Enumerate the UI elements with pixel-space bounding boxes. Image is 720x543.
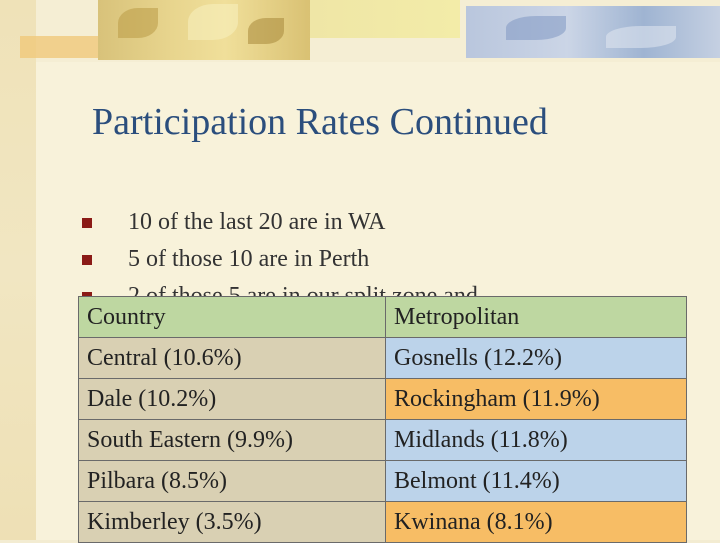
bullet-item: 10 of the last 20 are in WA bbox=[80, 205, 502, 242]
country-cell: Central (10.6%) bbox=[78, 337, 386, 379]
leaf-decoration bbox=[506, 16, 566, 40]
leaf-decoration bbox=[188, 4, 238, 40]
slide-left-margin bbox=[0, 0, 36, 540]
table-row: Central (10.6%) Gosnells (12.2%) bbox=[78, 337, 687, 379]
bullet-text: 5 of those 10 are in Perth bbox=[128, 246, 370, 272]
banner-leaf-strip bbox=[98, 0, 310, 60]
metropolitan-cell: Belmont (11.4%) bbox=[385, 460, 687, 502]
table-header-metropolitan: Metropolitan bbox=[385, 296, 687, 338]
country-cell: Kimberley (3.5%) bbox=[78, 501, 386, 543]
square-bullet-icon bbox=[82, 255, 92, 265]
country-cell: Dale (10.2%) bbox=[78, 378, 386, 420]
bullet-item: 5 of those 10 are in Perth bbox=[80, 242, 502, 279]
table-row: South Eastern (9.9%) Midlands (11.8%) bbox=[78, 419, 687, 461]
country-cell: Pilbara (8.5%) bbox=[78, 460, 386, 502]
metropolitan-cell: Gosnells (12.2%) bbox=[385, 337, 687, 379]
table-row: Dale (10.2%) Rockingham (11.9%) bbox=[78, 378, 687, 420]
banner-blue-strip bbox=[466, 6, 720, 58]
decorative-banner bbox=[0, 0, 720, 62]
leaf-decoration bbox=[606, 26, 676, 48]
country-cell: South Eastern (9.9%) bbox=[78, 419, 386, 461]
table-header-country: Country bbox=[78, 296, 386, 338]
table-row: Kimberley (3.5%) Kwinana (8.1%) bbox=[78, 501, 687, 543]
metropolitan-cell: Rockingham (11.9%) bbox=[385, 378, 687, 420]
slide-title: Participation Rates Continued bbox=[92, 101, 548, 143]
banner-strip bbox=[20, 36, 100, 58]
bullet-text: 10 of the last 20 are in WA bbox=[128, 209, 386, 235]
metropolitan-cell: Kwinana (8.1%) bbox=[385, 501, 687, 543]
square-bullet-icon bbox=[82, 218, 92, 228]
leaf-decoration bbox=[248, 18, 284, 44]
participation-table: Country Metropolitan Central (10.6%) Gos… bbox=[78, 296, 687, 543]
banner-strip bbox=[310, 0, 460, 38]
table-row: Pilbara (8.5%) Belmont (11.4%) bbox=[78, 460, 687, 502]
table-header-row: Country Metropolitan bbox=[78, 296, 687, 338]
metropolitan-cell: Midlands (11.8%) bbox=[385, 419, 687, 461]
leaf-decoration bbox=[118, 8, 158, 38]
